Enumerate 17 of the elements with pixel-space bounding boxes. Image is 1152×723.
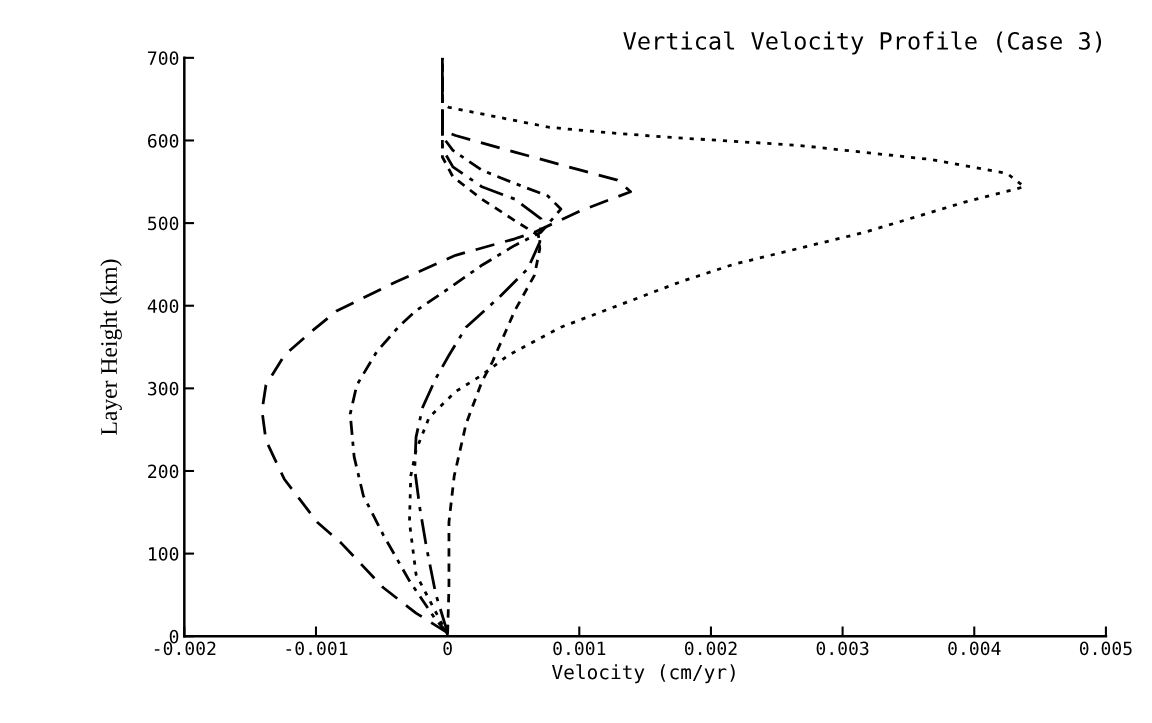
y-tick-label: 600 [148,133,179,148]
x-tick-label: 0.003 [816,641,869,656]
x-axis-title: Velocity (cm/yr) [552,664,735,684]
chart-title: Vertical Velocity Profile (Case 3) [623,31,1102,55]
x-tick-label: 0.004 [948,641,1001,656]
y-tick-label: 700 [148,51,179,65]
y-tick-label: 200 [148,464,179,479]
x-tick-label: 0.002 [684,641,737,656]
x-tick-label: -0.001 [286,641,348,656]
x-tick-label: 0.005 [1079,641,1132,656]
x-tick-label: 0 [443,641,452,656]
y-tick-label: 500 [148,216,179,231]
y-tick-label: 300 [148,381,179,396]
y-tick-label: 100 [149,547,179,561]
y-tick-label: 400 [147,299,179,313]
y-axis-title: Layer Height (km) [100,259,122,435]
x-tick-label: 0.001 [553,641,606,656]
